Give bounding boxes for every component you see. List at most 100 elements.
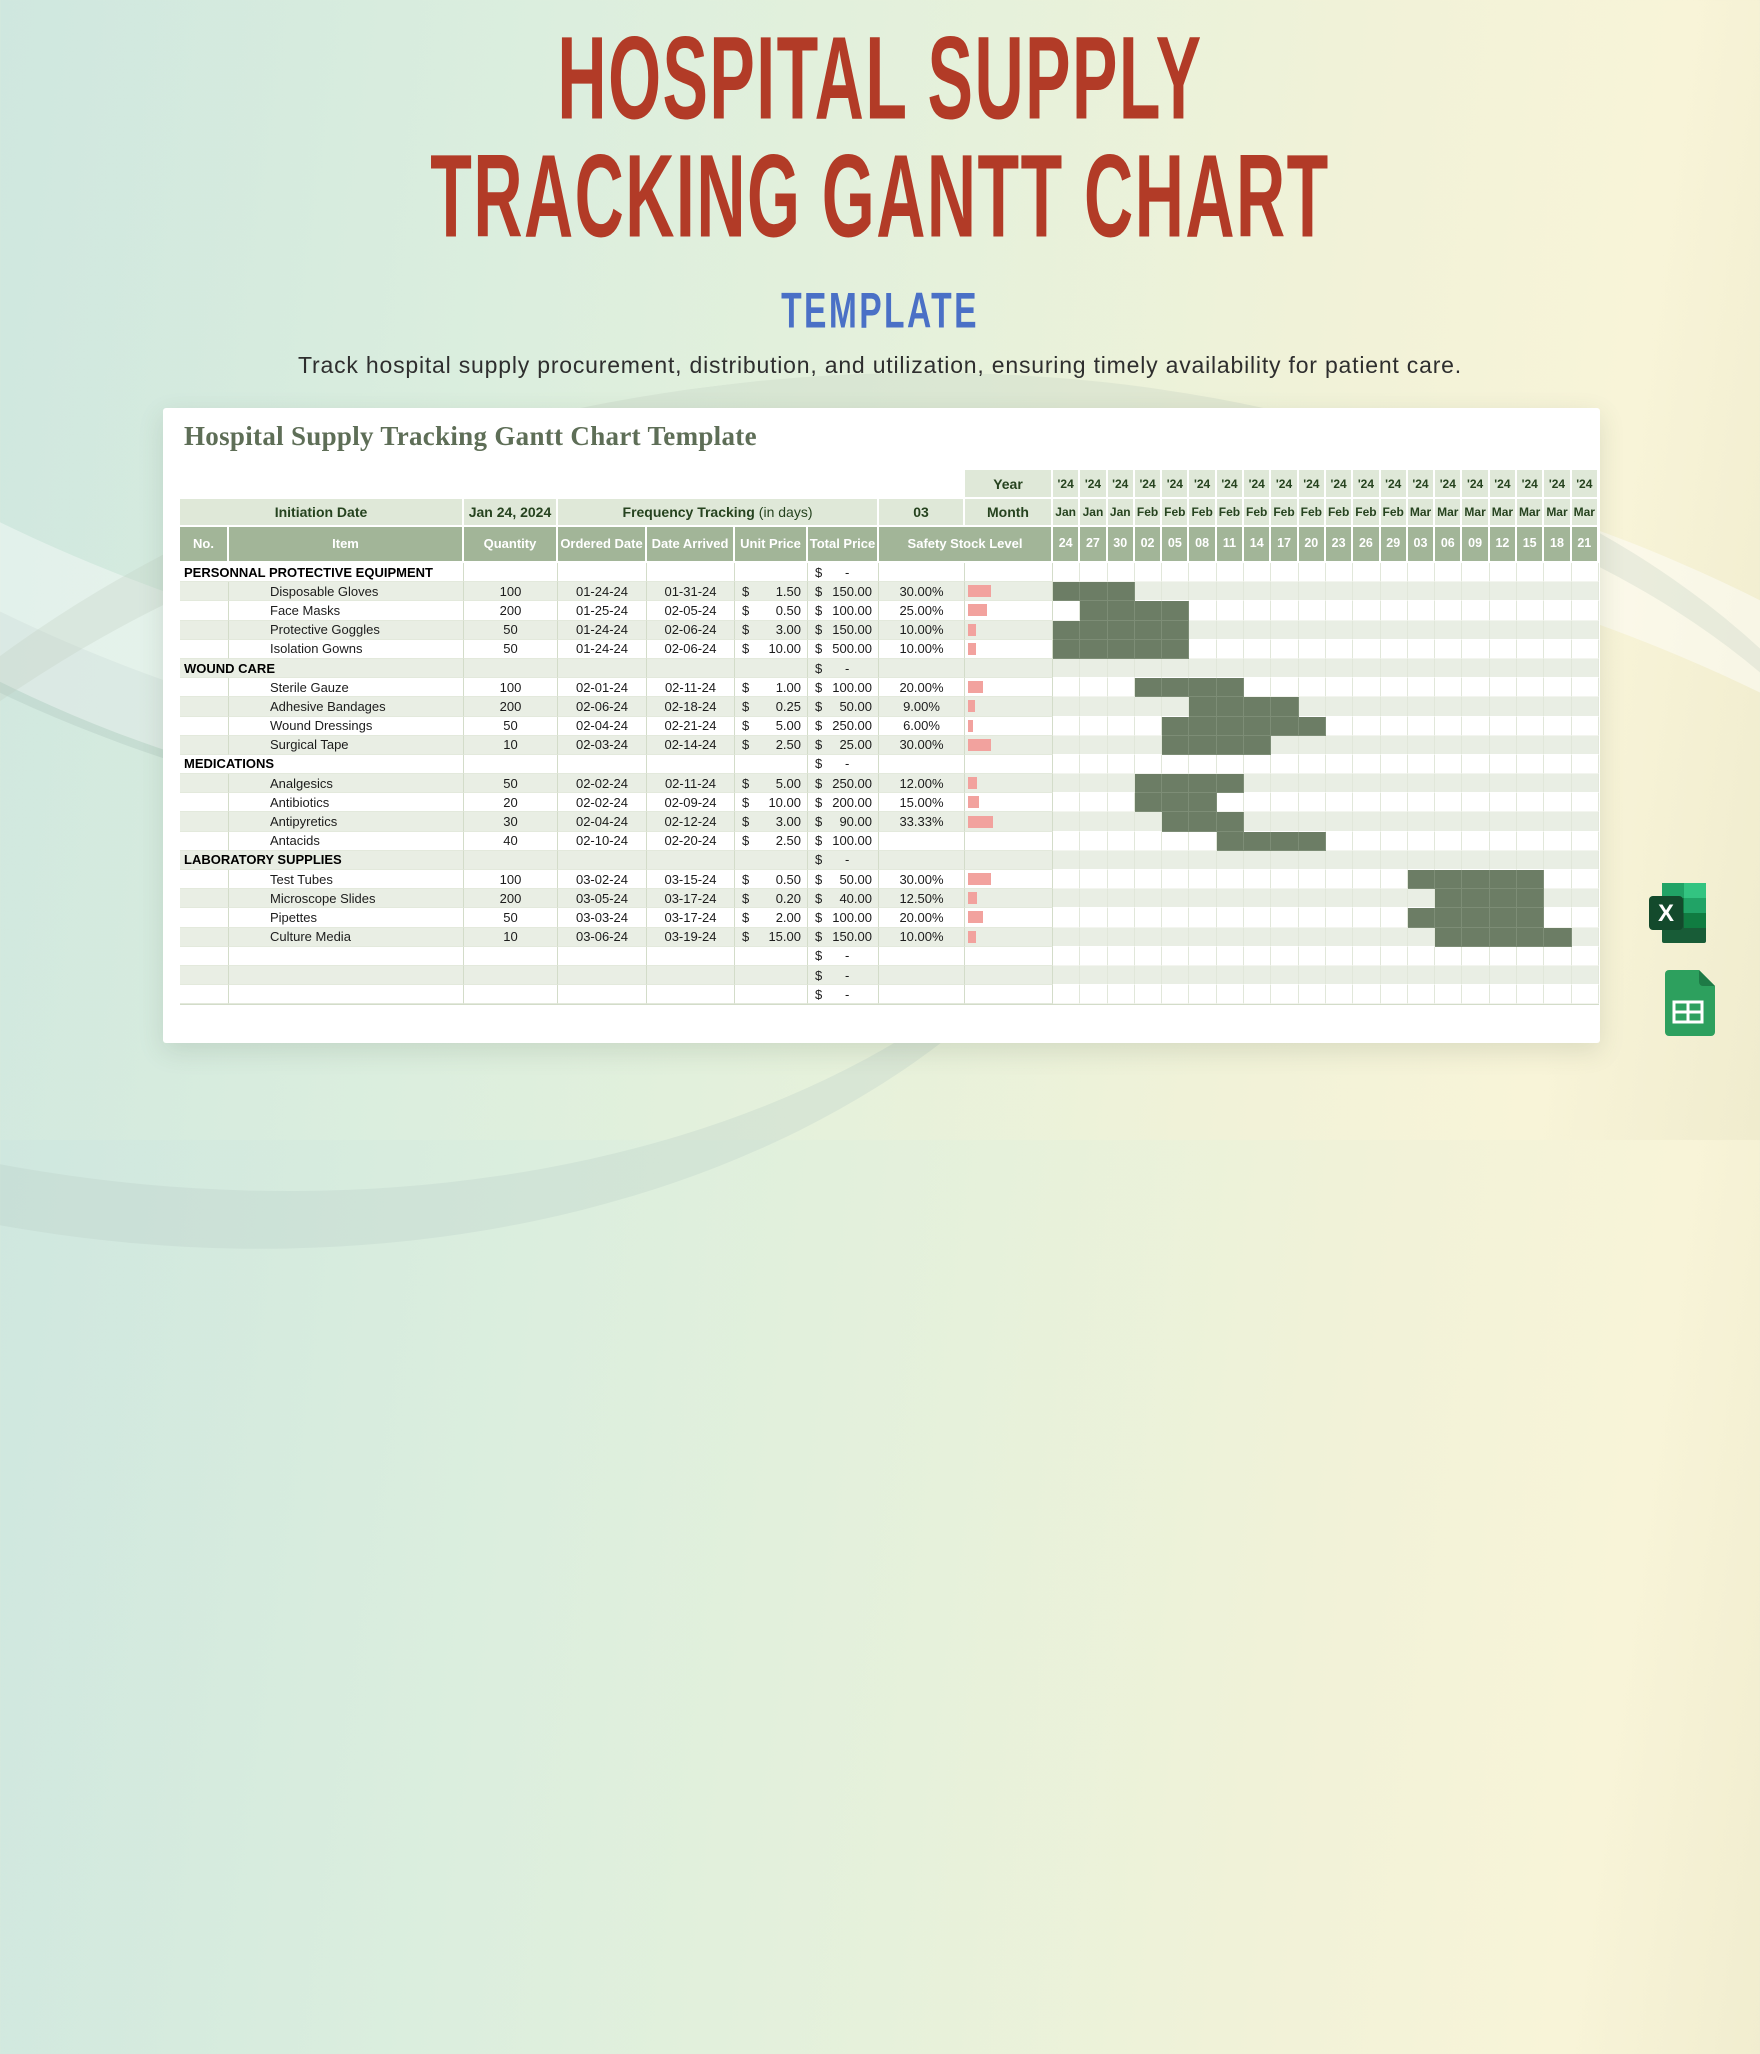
day-header: 15 <box>1517 527 1545 563</box>
cell-stock-bar <box>965 870 1053 890</box>
gantt-cell <box>1325 697 1354 717</box>
stock-level-bar <box>968 930 976 943</box>
cell-unit-price: $0.50 <box>735 601 808 621</box>
cell-date-arrived: 02-18-24 <box>647 697 735 717</box>
gantt-cell <box>1053 754 1081 775</box>
gantt-cell <box>1571 601 1599 621</box>
gantt-cell <box>1053 946 1081 966</box>
cell-stock-pct <box>879 831 965 851</box>
google-sheets-icon[interactable] <box>1661 970 1715 1036</box>
gantt-cell <box>1244 620 1272 640</box>
cell-stock-bar <box>965 639 1053 659</box>
gantt-cell <box>1189 620 1217 640</box>
gantt-cell <box>1544 678 1572 698</box>
gantt-cell <box>1107 774 1135 794</box>
gantt-cell <box>1134 965 1163 986</box>
gantt-bar-cell <box>1298 831 1326 851</box>
gantt-cell <box>1544 889 1572 909</box>
cell-item: Test Tubes <box>229 870 464 890</box>
cell-blank <box>558 563 647 583</box>
cell-quantity: 30 <box>464 812 558 832</box>
gantt-cell <box>1517 754 1545 775</box>
gantt-cell <box>1107 563 1135 583</box>
gantt-cell <box>1271 908 1299 928</box>
cell-blank <box>647 946 735 966</box>
gantt-bar-cell <box>1517 889 1545 909</box>
cell-quantity: 100 <box>464 678 558 698</box>
cell-quantity: 200 <box>464 697 558 717</box>
month-cell: Jan <box>1080 499 1108 527</box>
gantt-cell <box>1271 754 1299 775</box>
cell-no <box>180 639 229 659</box>
cell-unit-price: $0.20 <box>735 889 808 909</box>
gantt-cell <box>1189 831 1217 851</box>
month-cell: Mar <box>1571 499 1599 527</box>
gantt-cell <box>1325 774 1354 794</box>
gantt-cell <box>1571 927 1599 947</box>
gantt-cell <box>1216 908 1245 928</box>
gantt-cell <box>1216 754 1245 775</box>
cell-total-price: $ - <box>808 563 879 583</box>
gantt-cell <box>1407 946 1436 966</box>
gantt-cell <box>1544 754 1572 775</box>
gantt-cell <box>1489 965 1518 986</box>
gantt-cell <box>1189 927 1217 947</box>
gantt-cell <box>1298 735 1326 755</box>
day-header: 18 <box>1544 527 1572 563</box>
cell-date-arrived: 02-09-24 <box>647 793 735 813</box>
excel-file-icon[interactable]: X <box>1646 882 1712 944</box>
gantt-cell <box>1325 831 1354 851</box>
gantt-cell <box>1080 908 1108 928</box>
gantt-bar-cell <box>1134 793 1163 813</box>
gantt-cell <box>1462 793 1490 813</box>
gantt-cell <box>1134 582 1163 602</box>
month-cell: Feb <box>1271 499 1299 527</box>
cell-blank <box>464 850 558 870</box>
gantt-cell <box>1435 965 1463 986</box>
year-cell: '24 <box>1107 470 1135 499</box>
gantt-cell <box>1216 870 1245 890</box>
gantt-bar-cell <box>1517 927 1545 947</box>
gantt-cell <box>1353 582 1381 602</box>
gantt-cell <box>1489 735 1518 755</box>
cell-unit-price: $1.00 <box>735 678 808 698</box>
stock-level-bar <box>968 815 993 828</box>
cell-stock-bar <box>965 965 1053 986</box>
gantt-bar-cell <box>1134 639 1163 659</box>
day-header: 23 <box>1325 527 1354 563</box>
gantt-bar-cell <box>1462 927 1490 947</box>
gantt-cell <box>1134 812 1163 832</box>
gantt-cell <box>1053 678 1081 698</box>
cell-blank <box>735 658 808 679</box>
gantt-cell <box>1571 908 1599 928</box>
gantt-bar-cell <box>1244 831 1272 851</box>
day-header: 08 <box>1189 527 1217 563</box>
gantt-cell <box>1053 812 1081 832</box>
gantt-cell <box>1080 985 1108 1005</box>
cell-item: Sterile Gauze <box>229 678 464 698</box>
gantt-cell <box>1325 965 1354 986</box>
gantt-cell <box>1544 563 1572 583</box>
gantt-cell <box>1080 735 1108 755</box>
gantt-cell <box>1325 793 1354 813</box>
cell-stock-bar <box>965 601 1053 621</box>
stock-level-bar <box>968 777 977 790</box>
cell-stock-bar <box>965 831 1053 851</box>
cell-no <box>180 678 229 698</box>
cell-date-arrived: 03-15-24 <box>647 870 735 890</box>
gantt-cell <box>1325 908 1354 928</box>
gantt-bar-cell <box>1435 927 1463 947</box>
gantt-cell <box>1271 563 1299 583</box>
gantt-cell <box>1053 985 1081 1005</box>
gantt-cell <box>1107 889 1135 909</box>
gantt-cell <box>1407 965 1436 986</box>
gantt-cell <box>1244 754 1272 775</box>
gantt-cell <box>1544 620 1572 640</box>
cell-quantity: 200 <box>464 889 558 909</box>
day-header: 27 <box>1080 527 1108 563</box>
column-header-ordered-date: Ordered Date <box>558 527 647 563</box>
gantt-cell <box>1107 927 1135 947</box>
gantt-bar-cell <box>1162 716 1190 736</box>
gantt-cell <box>1353 774 1381 794</box>
gantt-cell <box>1435 601 1463 621</box>
